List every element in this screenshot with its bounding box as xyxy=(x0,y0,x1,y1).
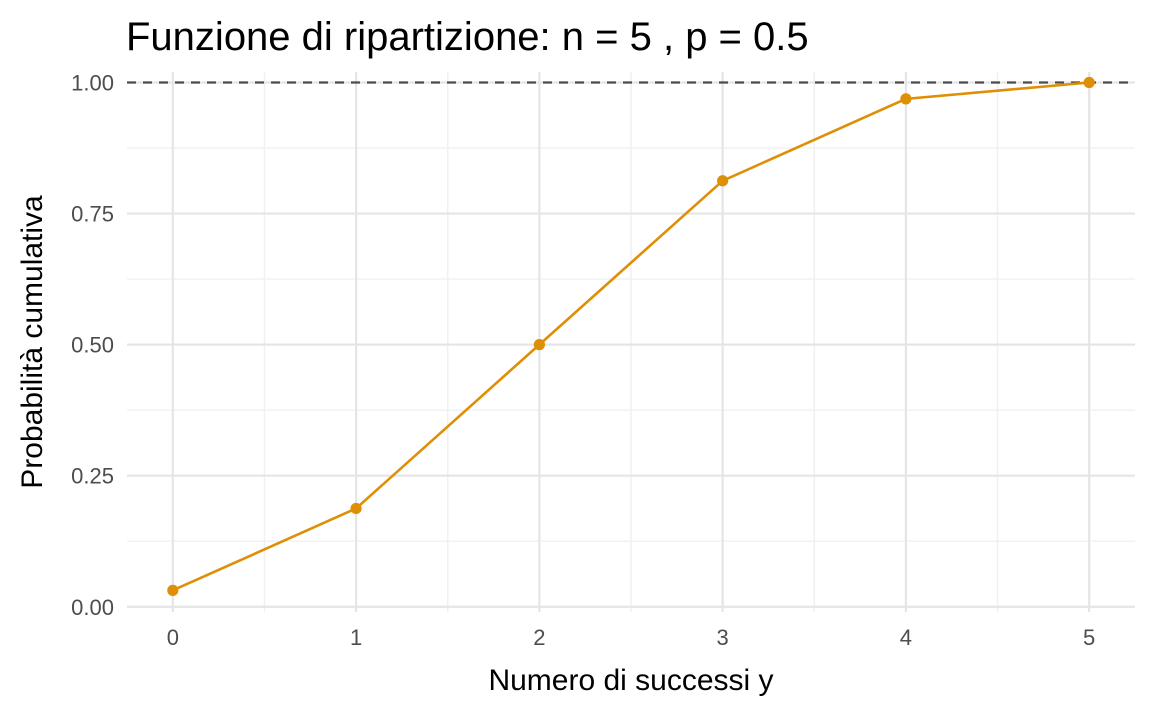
series-group xyxy=(167,76,1095,596)
y-tick-label: 0.75 xyxy=(71,202,114,227)
x-tick-label: 3 xyxy=(717,625,729,650)
x-tick-label: 2 xyxy=(533,625,545,650)
x-axis-label: Numero di successi y xyxy=(488,664,773,697)
y-tick-label: 1.00 xyxy=(71,70,114,95)
x-tick-label: 4 xyxy=(900,625,912,650)
x-tick-label: 0 xyxy=(167,625,179,650)
data-point xyxy=(717,175,729,187)
y-tick-label: 0.50 xyxy=(71,333,114,358)
y-axis-label: Probabilità cumulativa xyxy=(16,195,49,489)
minor-gridlines xyxy=(127,72,1135,612)
y-tick-label: 0.00 xyxy=(71,595,114,620)
y-tick-labels: 0.00 0.25 0.50 0.75 1.00 xyxy=(71,70,114,619)
data-point xyxy=(167,584,179,596)
data-point xyxy=(350,502,362,515)
x-tick-label: 1 xyxy=(350,625,362,650)
chart-title: Funzione di ripartizione: n = 5 , p = 0.… xyxy=(126,15,809,59)
y-tick-label: 0.25 xyxy=(71,464,114,489)
data-point xyxy=(900,93,912,105)
data-point xyxy=(1083,76,1095,89)
x-tick-label: 5 xyxy=(1083,625,1095,650)
major-gridlines xyxy=(127,72,1135,612)
series-line xyxy=(172,81,1090,592)
x-tick-labels: 0 1 2 3 4 5 xyxy=(167,625,1096,650)
data-point xyxy=(533,339,545,351)
